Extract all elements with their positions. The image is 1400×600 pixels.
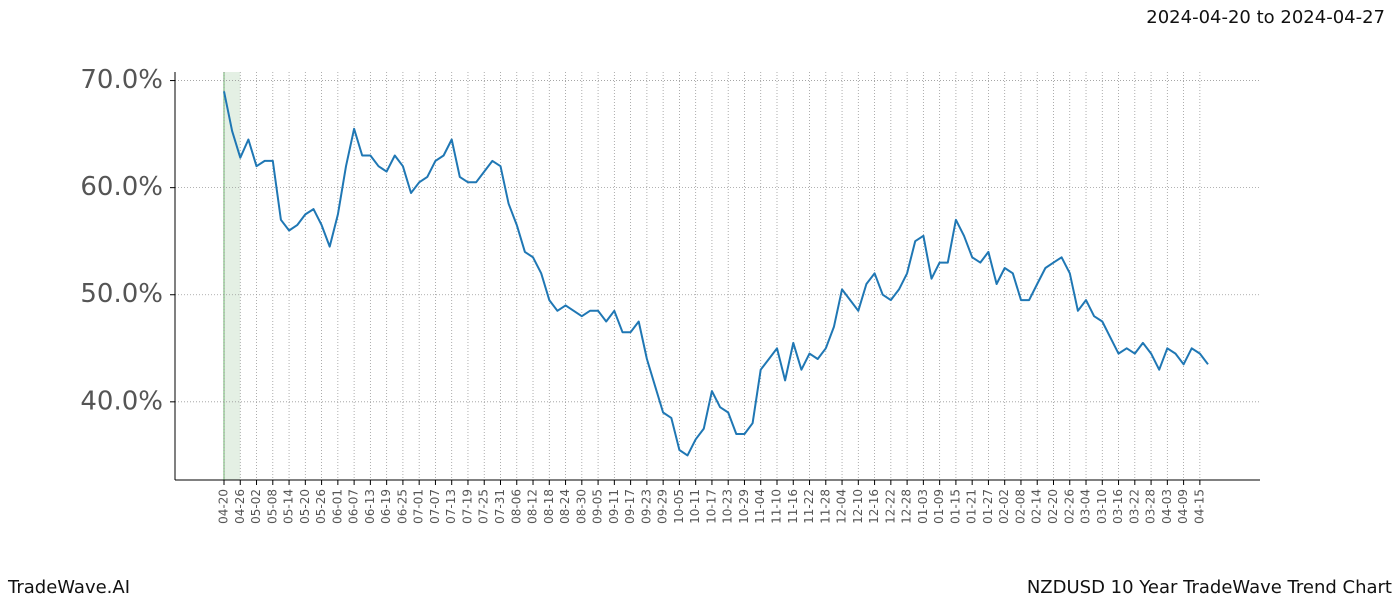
x-tick-label: 06-19: [379, 489, 393, 524]
x-tick-label: 07-31: [493, 489, 507, 524]
y-tick-label: 60.0%: [80, 172, 163, 202]
x-tick-label: 07-19: [460, 489, 474, 524]
x-tick-label: 05-20: [298, 489, 312, 524]
x-tick-label: 03-22: [1127, 489, 1141, 524]
x-tick-label: 03-28: [1144, 489, 1158, 524]
x-tick-label: 12-22: [883, 489, 897, 524]
x-tick-label: 04-26: [233, 489, 247, 524]
x-tick-label: 05-14: [282, 489, 296, 524]
date-range: 2024-04-20 to 2024-04-27: [1146, 7, 1385, 28]
y-tick-label: 50.0%: [80, 279, 163, 309]
x-tick-label: 08-18: [542, 489, 556, 524]
brand: TradeWave.AI: [7, 577, 130, 598]
x-tick-label: 01-03: [916, 489, 930, 524]
x-tick-label: 11-10: [769, 489, 783, 524]
series-line: [223, 91, 1209, 457]
x-tick-label: 08-24: [558, 489, 572, 524]
x-tick-label: 06-13: [363, 489, 377, 524]
x-tick-label: 01-21: [965, 489, 979, 524]
y-tick-label: 40.0%: [80, 386, 163, 416]
x-tick-label: 06-01: [330, 489, 344, 524]
x-tick-label: 08-30: [574, 489, 588, 524]
x-tick-label: 02-02: [997, 489, 1011, 524]
highlight-span: [224, 72, 241, 480]
x-tick-label: 02-08: [1013, 489, 1027, 524]
x-tick-label: 10-11: [688, 489, 702, 524]
chart-title: NZDUSD 10 Year TradeWave Trend Chart: [1027, 577, 1392, 598]
x-tick-label: 05-08: [265, 489, 279, 524]
x-tick-label: 10-29: [737, 489, 751, 524]
x-tick-label: 10-17: [704, 489, 718, 524]
x-tick-label: 02-14: [1030, 489, 1044, 524]
x-tick-label: 09-11: [607, 489, 621, 524]
x-tick-label: 11-16: [786, 489, 800, 524]
x-tick-label: 04-09: [1176, 489, 1190, 524]
x-tick-label: 04-03: [1160, 489, 1174, 524]
x-tick-label: 04-15: [1192, 489, 1206, 524]
x-tick-label: 11-22: [802, 489, 816, 524]
x-tick-label: 07-13: [444, 489, 458, 524]
x-tick-label: 09-29: [656, 489, 670, 524]
x-tick-label: 03-16: [1111, 489, 1125, 524]
x-tick-label: 04-20: [217, 489, 231, 524]
x-tick-label: 03-10: [1095, 489, 1109, 524]
x-tick-label: 11-28: [818, 489, 832, 524]
x-tick-label: 08-06: [509, 489, 523, 524]
x-tick-label: 03-04: [1079, 489, 1093, 524]
x-tick-label: 01-15: [948, 489, 962, 524]
x-tick-label: 06-25: [395, 489, 409, 524]
x-tick-label: 01-09: [932, 489, 946, 524]
x-tick-label: 12-16: [867, 489, 881, 524]
x-tick-label: 07-01: [412, 489, 426, 524]
x-tick-label: 02-20: [1046, 489, 1060, 524]
x-tick-label: 06-07: [347, 489, 361, 524]
x-tick-label: 09-23: [639, 489, 653, 524]
x-tick-label: 09-17: [623, 489, 637, 524]
x-tick-label: 05-02: [249, 489, 263, 524]
x-tick-label: 02-26: [1062, 489, 1076, 524]
x-tick-label: 12-04: [835, 489, 849, 524]
x-tick-label: 08-12: [526, 489, 540, 524]
x-tick-label: 11-04: [753, 489, 767, 524]
x-tick-label: 12-10: [851, 489, 865, 524]
x-tick-label: 12-28: [900, 489, 914, 524]
x-tick-label: 07-25: [477, 489, 491, 524]
x-tick-label: 01-27: [981, 489, 995, 524]
x-tick-label: 07-07: [428, 489, 442, 524]
x-tick-label: 10-23: [721, 489, 735, 524]
x-tick-label: 09-05: [591, 489, 605, 524]
y-tick-label: 70.0%: [80, 65, 163, 95]
x-tick-label: 05-26: [314, 489, 328, 524]
x-tick-label: 10-05: [672, 489, 686, 524]
